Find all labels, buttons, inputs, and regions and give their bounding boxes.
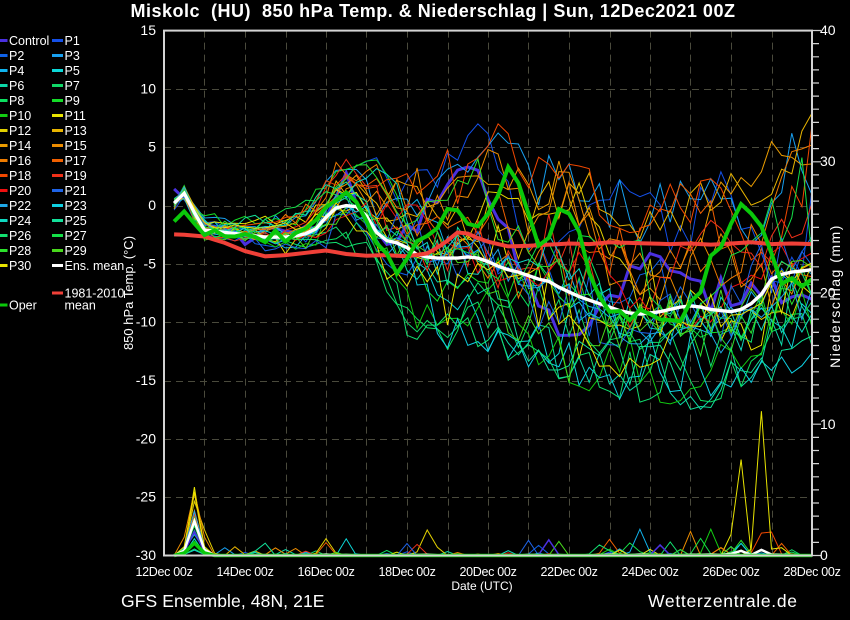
- svg-text:-5: -5: [144, 255, 157, 271]
- svg-text:P1: P1: [65, 34, 80, 48]
- svg-text:Date (UTC): Date (UTC): [451, 579, 512, 593]
- svg-text:P24: P24: [9, 214, 31, 228]
- svg-text:P27: P27: [65, 229, 87, 243]
- svg-text:P18: P18: [9, 169, 31, 183]
- svg-text:Niederschlag (mm): Niederschlag (mm): [827, 224, 843, 368]
- svg-text:10: 10: [820, 416, 836, 432]
- svg-text:0: 0: [820, 547, 828, 563]
- svg-text:26Dec 00z: 26Dec 00z: [702, 565, 759, 579]
- svg-text:-10: -10: [136, 314, 156, 330]
- svg-text:-25: -25: [136, 489, 156, 505]
- svg-text:P6: P6: [9, 79, 24, 93]
- svg-text:P16: P16: [9, 154, 31, 168]
- svg-text:1981-2010: 1981-2010: [65, 287, 125, 301]
- svg-text:15: 15: [140, 22, 156, 38]
- svg-text:P14: P14: [9, 139, 31, 153]
- svg-text:Wetterzentrale.de: Wetterzentrale.de: [648, 591, 798, 611]
- svg-text:GFS Ensemble, 48N, 21E: GFS Ensemble, 48N, 21E: [121, 591, 325, 611]
- svg-text:P19: P19: [65, 169, 87, 183]
- svg-text:10: 10: [140, 80, 156, 96]
- svg-text:P28: P28: [9, 244, 31, 258]
- svg-text:-15: -15: [136, 372, 156, 388]
- svg-text:P29: P29: [65, 244, 87, 258]
- svg-text:P7: P7: [65, 79, 80, 93]
- svg-text:P12: P12: [9, 124, 31, 138]
- svg-text:P20: P20: [9, 184, 31, 198]
- svg-text:5: 5: [148, 139, 156, 155]
- svg-text:-30: -30: [136, 547, 156, 563]
- svg-text:P13: P13: [65, 124, 87, 138]
- svg-text:P5: P5: [65, 64, 80, 78]
- svg-text:20Dec 00z: 20Dec 00z: [459, 565, 516, 579]
- svg-text:Ens. mean: Ens. mean: [65, 259, 125, 273]
- svg-text:20: 20: [820, 285, 836, 301]
- svg-text:P21: P21: [65, 184, 87, 198]
- svg-text:P25: P25: [65, 214, 87, 228]
- svg-text:P23: P23: [65, 199, 87, 213]
- svg-text:0: 0: [148, 197, 156, 213]
- svg-text:Miskolc (HU) 850 hPa Temp. &: Miskolc (HU) 850 hPa Temp. & Niederschla…: [131, 1, 736, 21]
- svg-text:P4: P4: [9, 64, 24, 78]
- svg-text:P26: P26: [9, 229, 31, 243]
- svg-text:P2: P2: [9, 49, 24, 63]
- svg-text:18Dec 00z: 18Dec 00z: [378, 565, 435, 579]
- svg-text:14Dec 00z: 14Dec 00z: [216, 565, 273, 579]
- svg-text:P3: P3: [65, 49, 80, 63]
- svg-text:12Dec 00z: 12Dec 00z: [135, 565, 192, 579]
- svg-text:P17: P17: [65, 154, 87, 168]
- svg-text:40: 40: [820, 22, 836, 38]
- svg-text:P8: P8: [9, 94, 24, 108]
- svg-text:P11: P11: [65, 109, 86, 123]
- svg-text:24Dec 00z: 24Dec 00z: [621, 565, 678, 579]
- svg-text:Oper: Oper: [9, 299, 37, 313]
- svg-text:850 hPa Temp. (°C): 850 hPa Temp. (°C): [121, 236, 136, 350]
- svg-text:Control: Control: [9, 34, 49, 48]
- svg-text:30: 30: [820, 153, 836, 169]
- svg-text:22Dec 00z: 22Dec 00z: [540, 565, 597, 579]
- svg-text:P30: P30: [9, 259, 31, 273]
- svg-text:-20: -20: [136, 430, 156, 446]
- svg-text:P10: P10: [9, 109, 31, 123]
- svg-text:16Dec 00z: 16Dec 00z: [297, 565, 354, 579]
- svg-text:P15: P15: [65, 139, 87, 153]
- svg-text:P22: P22: [9, 199, 31, 213]
- svg-text:28Dec 00z: 28Dec 00z: [783, 565, 840, 579]
- svg-text:mean: mean: [65, 299, 96, 313]
- svg-text:P9: P9: [65, 94, 80, 108]
